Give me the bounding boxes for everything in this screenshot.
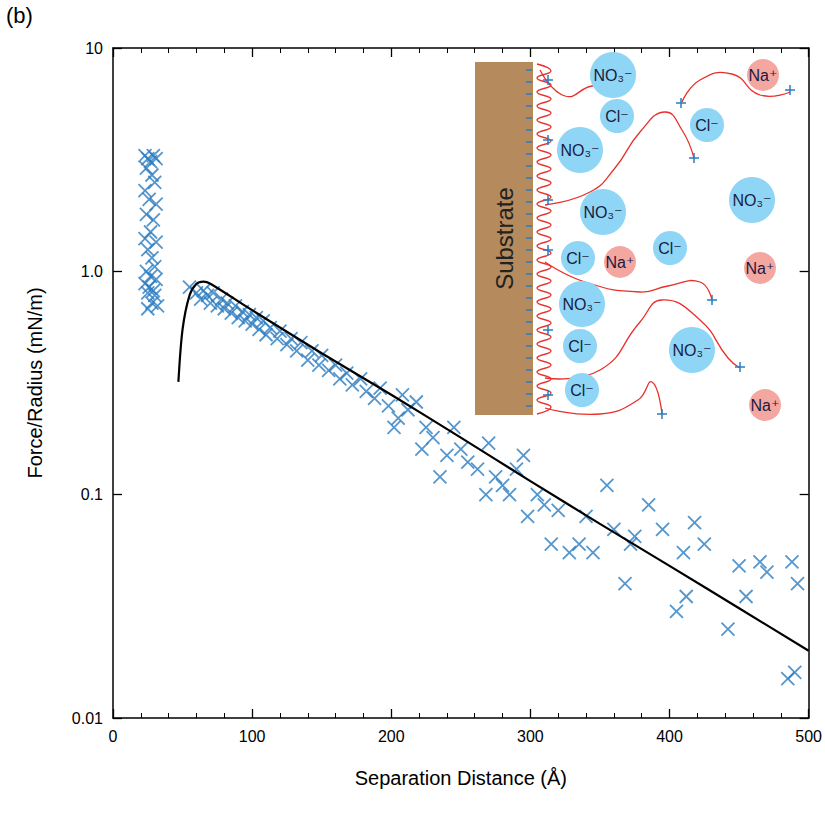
svg-text:Cl⁻: Cl⁻ — [605, 108, 629, 125]
svg-text:NO₃⁻: NO₃⁻ — [563, 296, 602, 313]
svg-text:(b): (b) — [6, 3, 33, 28]
svg-text:Na⁺: Na⁺ — [746, 260, 775, 277]
svg-text:NO₃⁻: NO₃⁻ — [561, 142, 600, 159]
svg-text:1.0: 1.0 — [81, 263, 103, 280]
svg-text:500: 500 — [795, 728, 822, 745]
svg-text:Cl⁻: Cl⁻ — [566, 250, 590, 267]
svg-text:Substrate: Substrate — [491, 187, 518, 290]
svg-text:0.1: 0.1 — [81, 486, 103, 503]
svg-text:10: 10 — [85, 40, 103, 57]
svg-text:Cl⁻: Cl⁻ — [658, 240, 682, 257]
svg-text:NO₃⁻: NO₃⁻ — [733, 192, 772, 209]
svg-text:Cl⁻: Cl⁻ — [695, 117, 719, 134]
svg-text:Force/Radius (mN/m): Force/Radius (mN/m) — [24, 287, 46, 478]
svg-text:Cl⁻: Cl⁻ — [568, 338, 592, 355]
svg-text:100: 100 — [239, 728, 266, 745]
svg-text:Na⁺: Na⁺ — [749, 67, 778, 84]
svg-text:Separation Distance (Å): Separation Distance (Å) — [355, 767, 567, 789]
svg-text:200: 200 — [378, 728, 405, 745]
svg-text:NO₃⁻: NO₃⁻ — [594, 67, 633, 84]
svg-text:Na⁺: Na⁺ — [751, 397, 780, 414]
svg-text:0.01: 0.01 — [72, 710, 103, 727]
svg-text:NO₃⁻: NO₃⁻ — [584, 204, 623, 221]
svg-text:Na⁺: Na⁺ — [606, 254, 635, 271]
svg-text:Cl⁻: Cl⁻ — [570, 382, 594, 399]
svg-text:NO₃⁻: NO₃⁻ — [673, 342, 712, 359]
svg-text:0: 0 — [109, 728, 118, 745]
svg-text:300: 300 — [517, 728, 544, 745]
svg-text:400: 400 — [656, 728, 683, 745]
